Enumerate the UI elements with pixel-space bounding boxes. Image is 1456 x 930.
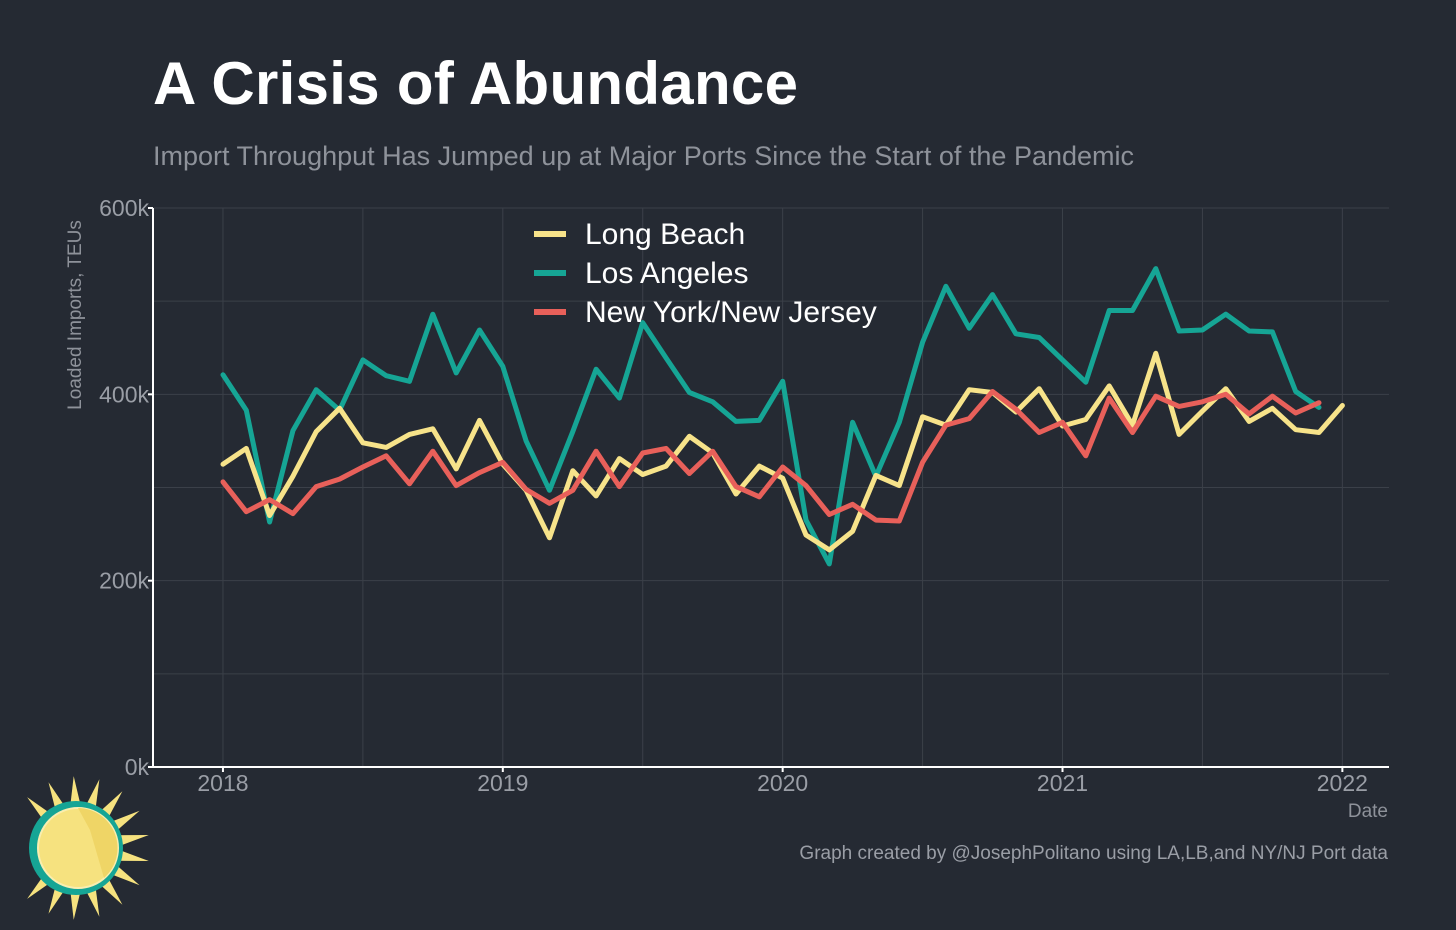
chart-title: A Crisis of Abundance <box>153 50 799 117</box>
y-tick-label: 200k <box>99 568 149 594</box>
legend: Long Beach Los Angeles New York/New Jersey <box>534 218 877 329</box>
series-lines <box>220 266 1345 567</box>
x-tick-labels: 2018 2019 2020 2021 2022 <box>197 767 1368 796</box>
series-line-new-york-new-jersey <box>220 389 1322 524</box>
series-line-los-angeles <box>220 266 1322 567</box>
gridlines <box>153 207 1389 768</box>
source-caption: Graph created by @JosephPolitano using L… <box>799 843 1388 864</box>
x-axis-title: Date <box>1348 801 1388 822</box>
logo-sun-shade <box>78 808 118 878</box>
sun-icon <box>27 776 149 920</box>
y-tick-label: 0k <box>125 754 150 780</box>
x-tick-label: 2019 <box>477 770 528 796</box>
y-tick-label: 400k <box>99 381 149 407</box>
legend-label-los-angeles: Los Angeles <box>585 257 748 290</box>
x-tick-label: 2021 <box>1037 770 1088 796</box>
x-tick-label: 2018 <box>197 770 248 796</box>
legend-label-new-york-new-jersey: New York/New Jersey <box>585 296 877 329</box>
chart-subtitle: Import Throughput Has Jumped up at Major… <box>153 141 1135 171</box>
legend-label-long-beach: Long Beach <box>585 218 745 251</box>
axes <box>152 208 1389 768</box>
y-axis-title: Loaded Imports, TEUs <box>65 220 86 410</box>
y-tick-labels: 0k 200k 400k 600k <box>99 195 153 780</box>
y-tick-label: 600k <box>99 195 149 221</box>
series-line-long-beach <box>220 350 1345 553</box>
x-tick-label: 2022 <box>1317 770 1368 796</box>
x-tick-label: 2020 <box>757 770 808 796</box>
